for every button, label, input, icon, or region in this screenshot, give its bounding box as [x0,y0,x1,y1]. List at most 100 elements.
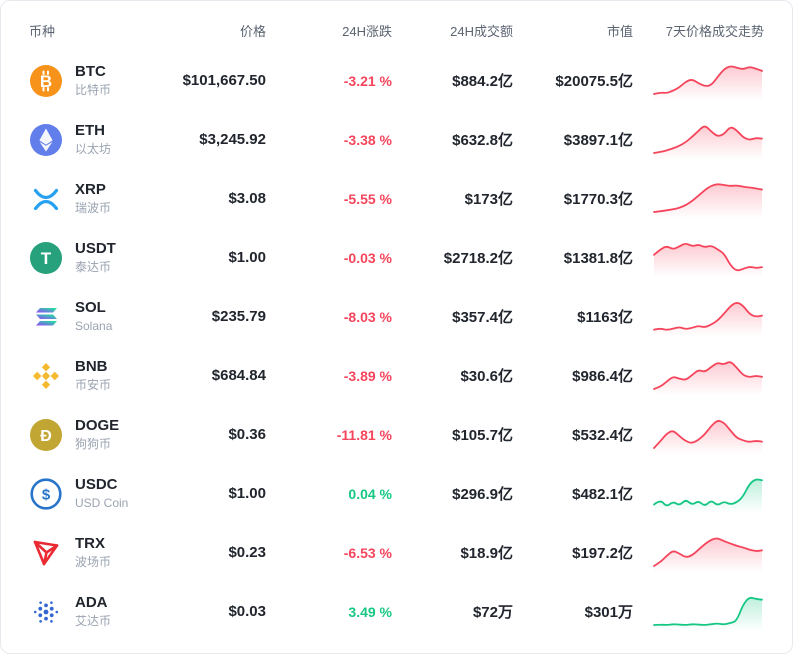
sparkline-chart [652,62,764,100]
coin-symbol: BNB [75,358,108,376]
coin-price: $3,245.92 [199,131,266,148]
bnb-icon [29,359,63,393]
coin-price: $0.03 [228,603,266,620]
coin-price: $1.00 [228,249,266,266]
coin-symbol: DOGE [75,417,120,435]
coin-marketcap: $197.2亿 [572,545,633,562]
coin-names: USDC USD Coin [75,476,128,511]
sparkline-chart [652,534,764,572]
coin-cell: T USDT 泰达币 [29,240,166,275]
coin-names: BTC 比特币 [75,63,111,98]
coin-symbol: SOL [75,299,106,317]
sparkline-chart [652,121,764,159]
coin-change: -3.21 % [343,72,392,89]
header-trend-7d: 7天价格成交走势 [665,23,764,39]
table-row[interactable]: XRP 瑞波币 $3.08 -5.55 % $173亿 $1770.3亿 [29,169,764,228]
sparkline-chart [652,180,764,218]
coin-change: -3.38 % [343,131,392,148]
usdt-icon: T [29,241,63,275]
header-coin: 币种 [29,23,56,39]
coin-cell: ADA 艾达币 [29,594,166,629]
header-volume-24h: 24H成交额 [450,23,513,39]
table-row[interactable]: T USDT 泰达币 $1.00 -0.03 % $2718.2亿 $1381.… [29,228,764,287]
coin-marketcap: $482.1亿 [572,486,633,503]
table-row[interactable]: BNB 币安币 $684.84 -3.89 % $30.6亿 $986.4亿 [29,346,764,405]
coin-cell: BNB 币安币 [29,358,166,393]
xrp-icon [29,182,63,216]
svg-text:Ð: Ð [40,428,52,445]
coin-change: -5.55 % [343,190,392,207]
coin-symbol: USDT [75,240,116,258]
coin-name: USD Coin [75,495,129,510]
coin-volume: $357.4亿 [452,309,513,326]
coin-marketcap: $20075.5亿 [555,73,633,90]
coin-volume: $30.6亿 [460,368,513,385]
sparkline-chart [652,416,764,454]
coin-change: -11.81 % [336,426,392,443]
coin-marketcap: $532.4亿 [572,427,633,444]
table-row[interactable]: B BTC 比特币 $101,667.50 -3.21 % $884.2亿 $2… [29,51,764,110]
table-row[interactable]: TRX 波场币 $0.23 -6.53 % $18.9亿 $197.2亿 [29,523,764,582]
coin-name: 币安币 [75,377,112,392]
coin-cell: ETH 以太坊 [29,122,166,157]
eth-icon [29,123,63,157]
coin-change: 3.49 % [348,603,392,620]
coin-table-body: B BTC 比特币 $101,667.50 -3.21 % $884.2亿 $2… [29,51,764,641]
coin-price: $235.79 [211,308,266,325]
coin-names: TRX 波场币 [75,535,111,570]
coin-price: $3.08 [228,190,266,207]
table-row[interactable]: ETH 以太坊 $3,245.92 -3.38 % $632.8亿 $3897.… [29,110,764,169]
coin-price: $684.84 [211,367,266,384]
coin-cell: SOL Solana [29,299,166,334]
coin-symbol: XRP [75,181,106,199]
coin-price: $0.23 [228,544,266,561]
sparkline-chart [652,475,764,513]
coin-marketcap: $1770.3亿 [563,191,633,208]
coin-change: -6.53 % [343,544,392,561]
coin-symbol: ADA [75,594,108,612]
sparkline-chart [652,298,764,336]
svg-text:B: B [40,72,52,91]
coin-volume: $632.8亿 [452,132,513,149]
coin-price: $0.36 [228,426,266,443]
coin-symbol: ETH [75,122,105,140]
doge-icon: Ð [29,418,63,452]
coin-names: BNB 币安币 [75,358,111,393]
coin-names: XRP 瑞波币 [75,181,111,216]
coin-marketcap: $1381.8亿 [563,250,633,267]
table-row[interactable]: SOL Solana $235.79 -8.03 % $357.4亿 $1163… [29,287,764,346]
coin-symbol: BTC [75,63,106,81]
ada-icon [29,595,63,629]
btc-icon: B [29,64,63,98]
coin-volume: $296.9亿 [452,486,513,503]
coin-cell: XRP 瑞波币 [29,181,166,216]
coin-volume: $18.9亿 [460,545,513,562]
table-row[interactable]: ADA 艾达币 $0.03 3.49 % $72万 $301万 [29,582,764,641]
coin-names: DOGE 狗狗币 [75,417,119,452]
coin-cell: B BTC 比特币 [29,63,166,98]
coin-names: ETH 以太坊 [75,122,111,157]
coin-name: 波场币 [75,554,112,569]
coin-names: USDT 泰达币 [75,240,116,275]
coin-name: Solana [75,318,113,333]
coin-cell: Ð DOGE 狗狗币 [29,417,166,452]
header-market-cap: 市值 [606,23,633,39]
sparkline-chart [652,239,764,277]
coin-name: 艾达币 [75,613,112,628]
coin-volume: $105.7亿 [452,427,513,444]
coin-names: SOL Solana [75,299,112,334]
coin-volume: $173亿 [464,191,513,208]
coin-marketcap: $1163亿 [577,309,633,326]
coin-name: 比特币 [75,82,112,97]
coin-volume: $2718.2亿 [443,250,513,267]
coin-change: -3.89 % [343,367,392,384]
coin-names: ADA 艾达币 [75,594,111,629]
coin-name: 以太坊 [75,141,112,156]
coin-volume: $72万 [472,604,513,621]
coin-name: 泰达币 [75,259,112,274]
table-row[interactable]: $ USDC USD Coin $1.00 0.04 % $296.9亿 $48… [29,464,764,523]
table-row[interactable]: Ð DOGE 狗狗币 $0.36 -11.81 % $105.7亿 $532.4… [29,405,764,464]
usdc-icon: $ [29,477,63,511]
coin-symbol: USDC [75,476,118,494]
